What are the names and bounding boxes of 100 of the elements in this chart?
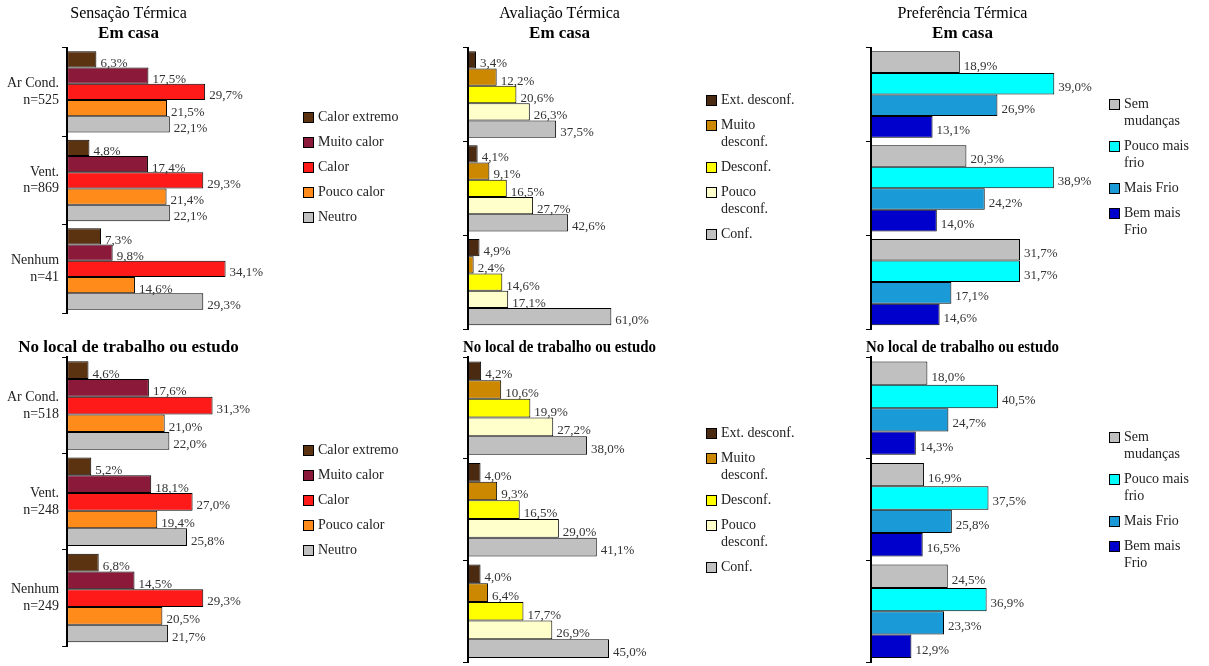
data-label: 4,2% bbox=[485, 366, 513, 382]
legend-label: Mais Frio bbox=[1124, 179, 1179, 196]
data-label: 38,0% bbox=[591, 440, 625, 456]
data-label: 14,0% bbox=[940, 216, 975, 232]
chart-title: No local de trabalho ou estudo bbox=[18, 336, 239, 356]
data-label: 39,0% bbox=[1058, 79, 1093, 95]
data-label: 9,1% bbox=[493, 166, 521, 182]
data-label: 17,5% bbox=[152, 71, 187, 86]
data-label: 31,7% bbox=[1023, 266, 1058, 282]
data-label: 21,0% bbox=[168, 418, 203, 434]
chart-subtitle: Em casa bbox=[529, 22, 591, 42]
chart-subtitle: Em casa bbox=[932, 22, 994, 42]
data-label: 18,9% bbox=[963, 57, 998, 73]
data-label: 4,0% bbox=[484, 569, 512, 585]
data-label: 14,5% bbox=[138, 575, 173, 591]
data-label: 27,7% bbox=[537, 200, 571, 216]
chart-title: Sensação Térmica bbox=[70, 3, 187, 22]
data-label: 14,6% bbox=[138, 280, 173, 296]
data-label: 7,3% bbox=[105, 231, 133, 247]
data-label: 24,5% bbox=[951, 571, 986, 587]
data-label: 9,3% bbox=[501, 486, 529, 502]
data-label: 16,5% bbox=[510, 183, 545, 199]
data-label: 22,0% bbox=[173, 436, 208, 452]
data-label: 16,5% bbox=[926, 540, 961, 556]
data-label: 27,2% bbox=[557, 422, 591, 438]
data-label: 16,9% bbox=[927, 470, 962, 486]
data-label: 26,9% bbox=[1001, 100, 1036, 116]
data-label: 17,4% bbox=[151, 159, 186, 175]
legend-label: Desconf. bbox=[721, 158, 772, 175]
data-label: 19,4% bbox=[161, 514, 196, 530]
data-label: 14,3% bbox=[919, 438, 954, 454]
legend-label: Desconf. bbox=[721, 491, 772, 508]
data-label: 27,0% bbox=[196, 497, 231, 513]
chart-subtitle: Em casa bbox=[98, 22, 160, 42]
y-tick-label: Ar Cond. n=525 bbox=[6, 75, 60, 107]
legend-label: Neutro bbox=[318, 541, 357, 558]
y-tick-label: Nenhum n=41 bbox=[10, 252, 60, 285]
data-label: 31,7% bbox=[1023, 245, 1058, 261]
chart-title: No local de trabalho ou estudo bbox=[463, 336, 656, 355]
legend-label: Muito calor bbox=[318, 466, 384, 483]
data-label: 18,0% bbox=[931, 368, 966, 384]
legend-label: Pouco calor bbox=[318, 516, 385, 533]
data-label: 31,3% bbox=[216, 400, 251, 416]
data-label: 38,9% bbox=[1057, 172, 1092, 188]
data-label: 21,7% bbox=[171, 628, 206, 644]
data-label: 23,3% bbox=[948, 618, 982, 634]
data-label: 25,8% bbox=[955, 516, 990, 532]
data-label: 37,5% bbox=[992, 493, 1027, 509]
data-label: 25,8% bbox=[191, 532, 225, 548]
legend-label: Muito desconf. bbox=[721, 449, 770, 483]
legend-label: Bem mais Frio bbox=[1124, 537, 1182, 571]
data-label: 26,9% bbox=[556, 625, 591, 641]
data-label: 17,1% bbox=[955, 288, 990, 304]
data-label: 17,6% bbox=[152, 383, 187, 399]
legend-label: Bem mais Frio bbox=[1124, 204, 1182, 238]
data-label: 20,3% bbox=[970, 151, 1005, 167]
data-label: 36,9% bbox=[990, 594, 1025, 610]
legend-label: Pouco desconf. bbox=[721, 516, 770, 550]
data-label: 20,6% bbox=[520, 89, 555, 105]
data-label: 16,5% bbox=[523, 505, 558, 521]
data-label: 40,5% bbox=[1001, 391, 1036, 407]
data-label: 61,0% bbox=[615, 312, 650, 328]
data-label: 42,6% bbox=[572, 218, 606, 234]
data-label: 18,1% bbox=[155, 479, 189, 495]
data-label: 6,8% bbox=[102, 558, 130, 574]
data-label: 14,6% bbox=[943, 309, 978, 325]
data-label: 29,3% bbox=[207, 593, 242, 609]
data-label: 26,3% bbox=[533, 107, 568, 123]
chart-title: No local de trabalho ou estudo bbox=[866, 336, 1059, 355]
legend-label: Pouco mais frio bbox=[1124, 137, 1190, 171]
legend-label: Calor bbox=[318, 158, 350, 175]
y-tick-label: Vent. n=248 bbox=[23, 485, 60, 517]
data-label: 14,6% bbox=[506, 277, 541, 293]
data-label: 29,3% bbox=[207, 175, 242, 191]
data-label: 19,9% bbox=[534, 403, 569, 419]
data-label: 13,1% bbox=[936, 122, 971, 138]
legend-label: Calor extremo bbox=[318, 441, 399, 458]
legend-label: Neutro bbox=[318, 208, 357, 225]
data-label: 3,4% bbox=[479, 55, 508, 71]
data-label: 22,1% bbox=[173, 208, 208, 224]
legend-label: Muito calor bbox=[318, 133, 384, 150]
y-tick-label: Ar Cond. n=518 bbox=[6, 388, 60, 421]
data-label: 22,1% bbox=[173, 119, 208, 135]
legend-label: Ext. desconf. bbox=[721, 91, 795, 108]
legend-label: Ext. desconf. bbox=[721, 424, 795, 441]
legend-label: Muito desconf. bbox=[721, 116, 770, 150]
data-label: 20,5% bbox=[166, 611, 201, 627]
data-label: 4,6% bbox=[92, 365, 120, 381]
data-label: 21,5% bbox=[171, 103, 205, 119]
data-label: 24,2% bbox=[988, 194, 1023, 210]
data-label: 41,1% bbox=[600, 542, 635, 558]
legend-label: Calor bbox=[318, 491, 350, 508]
data-label: 29,3% bbox=[207, 296, 242, 312]
data-label: 12,9% bbox=[915, 641, 950, 657]
data-label: 21,4% bbox=[170, 192, 205, 208]
data-label: 45,0% bbox=[613, 644, 647, 660]
legend-label: Pouco desconf. bbox=[721, 183, 770, 217]
data-label: 4,8% bbox=[93, 143, 121, 159]
data-label: 29,0% bbox=[562, 523, 597, 539]
data-label: 10,6% bbox=[505, 384, 539, 400]
